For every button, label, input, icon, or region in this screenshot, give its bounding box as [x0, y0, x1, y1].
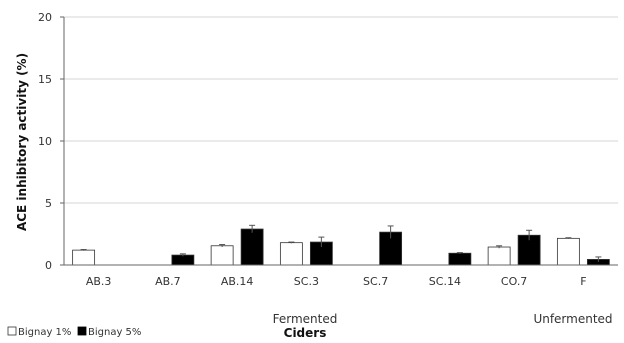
- y-tick-label: 20: [38, 11, 52, 24]
- error-bar: [565, 237, 572, 239]
- bar-bignay-1: [556, 237, 580, 266]
- y-tick-labels: 0 5 10 15 20: [38, 11, 64, 272]
- y-tick-label: 0: [45, 259, 52, 272]
- error-bar: [496, 245, 503, 249]
- x-tick-labels: AB.3 AB.7 AB.14 SC.3 SC.7 SC.14 CO.7 F: [86, 275, 587, 288]
- x-tick-label: SC.3: [294, 275, 319, 288]
- legend-swatch-bignay-5: [77, 326, 87, 336]
- x-tick-label: AB.3: [86, 275, 112, 288]
- bar-bignay-1: [210, 245, 234, 266]
- error-bar: [179, 253, 186, 257]
- y-tick-label: 10: [38, 135, 52, 148]
- x-tick-label: AB.7: [155, 275, 181, 288]
- group-label-fermented: Fermented: [273, 312, 338, 326]
- error-bar: [595, 256, 602, 262]
- bar-bignay-1: [72, 249, 96, 266]
- error-bar: [318, 236, 325, 248]
- bar-bignay-5: [171, 254, 195, 266]
- bar-bignay-5: [240, 228, 264, 266]
- y-tick-label: 5: [45, 197, 52, 210]
- legend-label-bignay-1: Bignay 1%: [18, 327, 71, 338]
- bar-bignay-1: [279, 242, 303, 266]
- error-bar: [456, 252, 463, 254]
- error-bar: [387, 225, 394, 239]
- x-tick-label: CO.7: [501, 275, 527, 288]
- x-axis-title: Ciders: [284, 326, 327, 340]
- error-bar: [249, 224, 256, 233]
- gridlines: [64, 16, 618, 204]
- bar-bignay-5: [448, 252, 472, 266]
- error-bar: [80, 249, 87, 251]
- error-bar: [526, 229, 533, 241]
- x-tick-label: SC.7: [363, 275, 388, 288]
- bars: [72, 224, 610, 266]
- y-axis-title: ACE inhibitory activity (%): [15, 53, 29, 231]
- x-tick-label: SC.14: [429, 275, 461, 288]
- bar-bignay-1: [487, 246, 511, 266]
- legend-swatch-bignay-1: [7, 326, 17, 336]
- error-bar: [288, 241, 295, 244]
- error-bar: [219, 244, 226, 248]
- y-tick-label: 15: [38, 73, 52, 86]
- group-label-unfermented: Unfermented: [533, 312, 612, 326]
- legend: Bignay 1% Bignay 5%: [7, 326, 141, 338]
- x-tick-label: F: [580, 275, 586, 288]
- x-tick-label: AB.14: [221, 275, 254, 288]
- legend-label-bignay-5: Bignay 5%: [88, 327, 141, 338]
